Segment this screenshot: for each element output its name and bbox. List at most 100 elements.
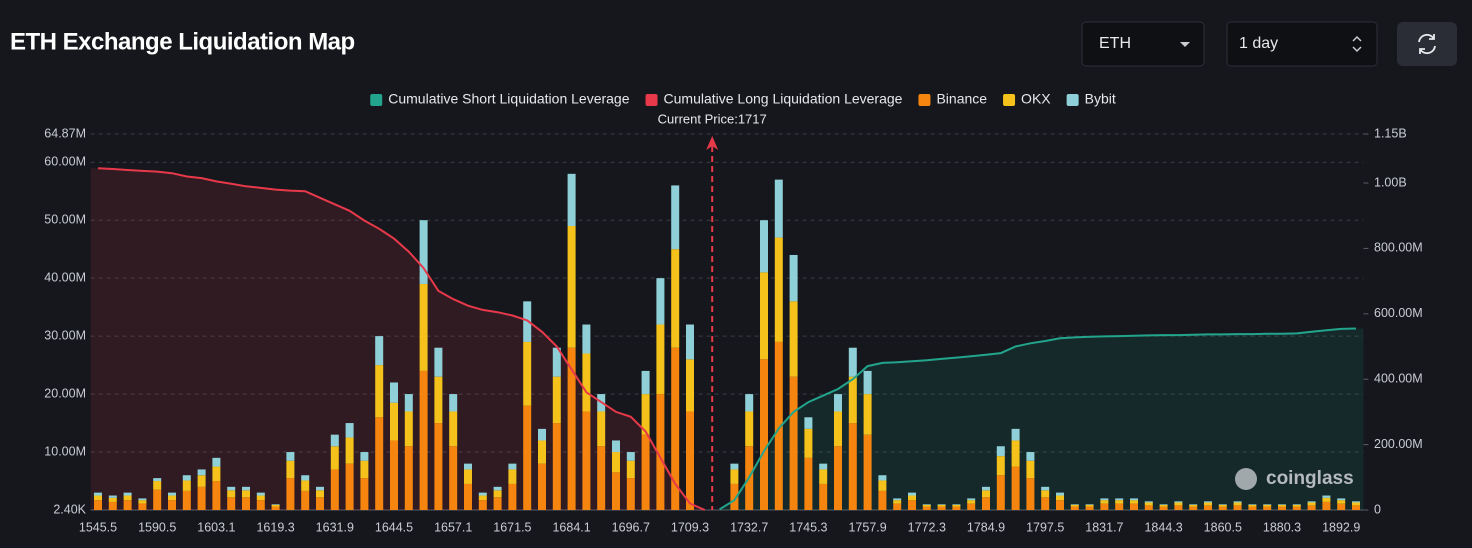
- bar-segment: [1159, 506, 1168, 510]
- bar-segment: [671, 249, 680, 348]
- refresh-button[interactable]: [1397, 22, 1457, 66]
- refresh-icon[interactable]: [1418, 33, 1436, 55]
- bar-segment: [893, 503, 902, 510]
- bar-segment: [878, 475, 887, 481]
- legend-item: Cumulative Long Liquidation Leverage: [645, 91, 903, 107]
- bar-segment: [464, 463, 472, 470]
- bar-segment: [952, 504, 961, 505]
- x-tick-label: 1619.3: [256, 520, 294, 534]
- bar-segment: [1352, 505, 1360, 510]
- bar-segment: [1130, 503, 1138, 510]
- bar-segment: [730, 483, 739, 510]
- bar-segment: [982, 486, 990, 491]
- bar-segment: [153, 481, 162, 490]
- legend-swatch: [1066, 94, 1079, 106]
- bar-segment: [967, 500, 976, 504]
- bar-segment: [1233, 501, 1242, 503]
- bar-segment: [360, 478, 369, 510]
- bar-segment: [1278, 506, 1286, 510]
- bar-segment: [345, 437, 354, 464]
- bar-segment: [1189, 504, 1198, 505]
- bar-segment: [612, 440, 620, 453]
- bar-segment: [952, 506, 961, 510]
- x-tick-label: 1880.3: [1263, 520, 1301, 534]
- symbol-box[interactable]: [1081, 21, 1205, 67]
- bar-segment: [1026, 478, 1035, 510]
- bar-segment: [996, 446, 1005, 457]
- bar-segment: [286, 460, 295, 479]
- period-box[interactable]: [1226, 21, 1378, 67]
- bar-segment: [952, 504, 961, 507]
- bar-segment: [671, 185, 680, 250]
- period-value[interactable]: 1 day: [1239, 35, 1278, 52]
- bar-segment: [1011, 440, 1020, 467]
- legend-label: Cumulative Long Liquidation Leverage: [664, 91, 903, 107]
- legend-swatch: [370, 94, 383, 106]
- bar-segment: [552, 423, 561, 510]
- bar-segment: [641, 370, 650, 395]
- bar-segment: [1322, 497, 1331, 502]
- bar-segment: [182, 475, 191, 481]
- bar-segment: [730, 469, 739, 484]
- bar-segment: [168, 500, 176, 510]
- bar-segment: [256, 500, 265, 510]
- bar-segment: [390, 402, 398, 441]
- y-tick-label: 30.00M: [44, 328, 86, 342]
- symbol-select[interactable]: ETH: [1081, 21, 1205, 67]
- x-tick-label: 1860.5: [1204, 520, 1242, 534]
- dropdown-arrow[interactable]: [1180, 42, 1190, 47]
- bar-segment: [168, 495, 176, 501]
- y2-tick-label: 1.00B: [1374, 175, 1407, 189]
- bar-segment: [464, 469, 472, 484]
- current-price-arrow: [706, 136, 719, 150]
- bar-segment: [168, 492, 176, 496]
- bar-segment: [937, 504, 946, 505]
- bar-segment: [123, 500, 132, 510]
- x-tick-label: 1732.7: [730, 520, 768, 534]
- bar-segment: [94, 500, 102, 510]
- legend-swatch: [1003, 94, 1016, 106]
- bar-segment: [301, 480, 310, 491]
- bar-segment: [1292, 506, 1301, 510]
- bar-segment: [108, 501, 117, 510]
- bar-segment: [419, 220, 428, 284]
- bar-segment: [730, 463, 739, 470]
- bar-segment: [242, 497, 250, 510]
- bar-segment: [138, 503, 147, 510]
- legend-label: Binance: [936, 91, 987, 107]
- bar-segment: [538, 463, 546, 510]
- spinner-arrows[interactable]: [1352, 35, 1362, 53]
- bar-segment: [626, 452, 635, 461]
- x-tick-label: 1631.9: [316, 520, 354, 534]
- bar-segment: [612, 452, 620, 473]
- bar-segment: [1144, 502, 1153, 506]
- bar-segment: [1352, 501, 1360, 503]
- bar-segment: [1218, 504, 1227, 505]
- bar-segment: [1278, 504, 1286, 505]
- x-tick-label: 1745.3: [789, 520, 827, 534]
- bar-segment: [760, 272, 768, 360]
- bar-segment: [538, 440, 546, 464]
- bar-segment: [1085, 506, 1094, 510]
- bar-segment: [937, 504, 946, 507]
- bar-segment: [745, 411, 754, 447]
- bar-segment: [1322, 501, 1331, 510]
- bar-segment: [1263, 506, 1272, 510]
- bar-segment: [375, 336, 384, 366]
- bar-segment: [1263, 504, 1272, 507]
- bar-segment: [182, 490, 191, 510]
- period-select[interactable]: 1 day: [1226, 21, 1378, 67]
- bar-segment: [138, 500, 147, 504]
- symbol-value[interactable]: ETH: [1099, 35, 1131, 52]
- bar-segment: [1307, 501, 1316, 503]
- bar-segment: [996, 475, 1005, 510]
- page-title: ETH Exchange Liquidation Map: [10, 28, 355, 55]
- legend-item: Binance: [918, 91, 987, 107]
- bar-segment: [419, 283, 428, 371]
- y-tick-label: 10.00M: [44, 444, 86, 458]
- refresh-box[interactable]: [1397, 22, 1457, 66]
- bar-segment: [1337, 503, 1346, 510]
- bar-segment: [108, 495, 117, 498]
- bar-segment: [1174, 502, 1183, 506]
